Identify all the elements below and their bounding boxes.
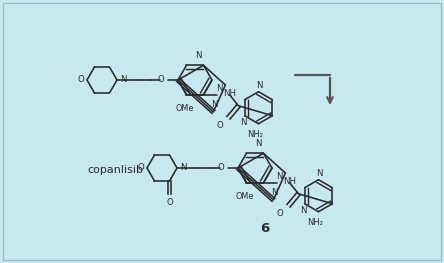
Text: O: O	[217, 121, 223, 130]
Text: N: N	[180, 163, 186, 171]
Text: copanlisib: copanlisib	[87, 165, 143, 175]
Text: N: N	[256, 81, 263, 90]
Text: NH₂: NH₂	[307, 218, 323, 227]
Text: NH₂: NH₂	[247, 130, 263, 139]
Text: N: N	[276, 172, 282, 181]
Text: OMe: OMe	[175, 104, 194, 113]
Text: NH: NH	[284, 177, 297, 186]
Text: O: O	[277, 209, 284, 218]
Text: O: O	[217, 164, 224, 173]
Text: N: N	[316, 169, 323, 178]
Text: O: O	[77, 75, 84, 84]
Text: N: N	[301, 206, 307, 215]
Text: NH: NH	[223, 89, 237, 98]
Text: OMe: OMe	[235, 192, 254, 201]
Text: O: O	[137, 164, 144, 173]
Text: N: N	[216, 84, 222, 93]
Text: N: N	[195, 51, 202, 60]
Text: N: N	[255, 139, 262, 148]
Text: 6: 6	[260, 222, 270, 235]
Text: N: N	[211, 100, 218, 109]
Text: O: O	[166, 198, 173, 207]
Text: O: O	[157, 75, 164, 84]
Text: N: N	[120, 74, 127, 83]
Text: N: N	[271, 188, 278, 197]
Text: N: N	[240, 118, 247, 127]
